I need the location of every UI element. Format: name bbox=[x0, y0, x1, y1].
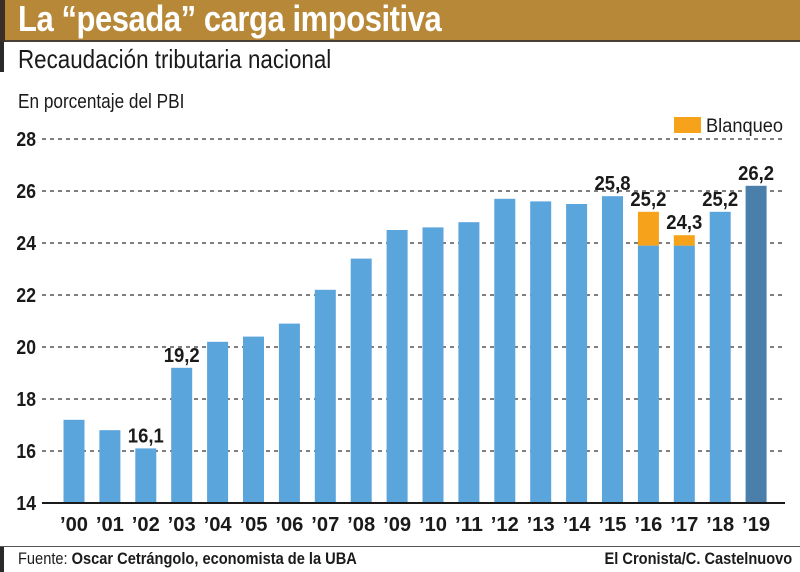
gridlines bbox=[42, 138, 785, 504]
data-label: 25,2 bbox=[630, 189, 666, 211]
x-tick-label: ’05 bbox=[240, 514, 268, 536]
x-tick-label: ’01 bbox=[96, 514, 124, 536]
y-tick-label: 18 bbox=[16, 388, 36, 410]
x-tick-label: ’07 bbox=[311, 514, 339, 536]
x-tick-label: ’04 bbox=[204, 514, 233, 536]
data-label: 25,8 bbox=[595, 173, 631, 195]
y-axis-unit-label: En porcentaje del PBI bbox=[18, 91, 185, 113]
bar-05 bbox=[243, 336, 264, 502]
data-label: 19,2 bbox=[164, 345, 200, 367]
bar-00 bbox=[63, 419, 85, 502]
bars bbox=[63, 185, 767, 503]
bar-blanqueo-17 bbox=[673, 235, 695, 246]
x-tick-label: ’13 bbox=[527, 514, 555, 536]
x-tick-label: ’08 bbox=[347, 514, 375, 536]
x-tick-label: ’15 bbox=[599, 514, 627, 536]
bar-06 bbox=[278, 323, 300, 502]
bar-17 bbox=[673, 245, 695, 502]
y-tick-label: 20 bbox=[16, 336, 36, 358]
y-tick-label: 16 bbox=[16, 440, 36, 462]
legend-swatch-blanqueo bbox=[674, 117, 701, 133]
data-labels: 16,119,225,825,224,325,226,2 bbox=[128, 163, 774, 448]
bar-08 bbox=[350, 258, 372, 502]
y-tick-label: 22 bbox=[16, 284, 36, 306]
footer-divider bbox=[0, 546, 800, 547]
x-tick-label: ’19 bbox=[742, 514, 770, 536]
y-tick-labels: 14 16 18 20 22 24 26 28 bbox=[16, 128, 36, 514]
y-tick-label: 26 bbox=[16, 180, 36, 202]
x-tick-label: ’16 bbox=[634, 514, 662, 536]
footer-credit: El Cronista/C. Castelnuovo bbox=[604, 549, 792, 568]
header-band: La “pesada” carga impositiva bbox=[0, 0, 800, 42]
footer-source: Fuente: Oscar Cetrángolo, economista de … bbox=[18, 549, 357, 569]
x-tick-label: ’11 bbox=[455, 514, 483, 536]
bar-13 bbox=[530, 201, 552, 502]
legend: Blanqueo bbox=[674, 116, 783, 137]
data-label: 16,1 bbox=[128, 425, 164, 447]
x-tick-label: ’12 bbox=[491, 514, 519, 536]
x-tick-label: ’18 bbox=[706, 514, 734, 536]
y-tick-label: 14 bbox=[16, 492, 36, 514]
y-tick-label: 24 bbox=[16, 232, 36, 254]
bar-02 bbox=[135, 448, 157, 502]
y-tick-label: 28 bbox=[16, 128, 36, 150]
footer-bar bbox=[0, 547, 4, 572]
source-value: Oscar Cetrángolo, economista de la UBA bbox=[71, 549, 357, 568]
data-label: 25,2 bbox=[702, 189, 738, 211]
bar-19 bbox=[745, 185, 767, 503]
subtitle-bar bbox=[0, 42, 4, 72]
bar-blanqueo-16 bbox=[637, 211, 659, 246]
x-tick-label: ’00 bbox=[60, 514, 88, 536]
bar-04 bbox=[207, 341, 229, 502]
chart-title: La “pesada” carga impositiva bbox=[18, 0, 442, 39]
bar-03 bbox=[171, 367, 193, 502]
legend-label-blanqueo: Blanqueo bbox=[706, 116, 783, 137]
x-tick-label: ’17 bbox=[670, 514, 698, 536]
bar-12 bbox=[494, 198, 516, 503]
source-label: Fuente: bbox=[18, 549, 68, 568]
x-tick-label: ’09 bbox=[383, 514, 411, 536]
x-tick-label: ’06 bbox=[275, 514, 303, 536]
bar-10 bbox=[422, 227, 444, 502]
chart-subtitle: Recaudación tributaria nacional bbox=[18, 44, 332, 74]
bar-14 bbox=[566, 204, 588, 502]
data-label: 26,2 bbox=[738, 163, 774, 185]
bar-07 bbox=[314, 289, 336, 502]
bar-09 bbox=[386, 230, 408, 502]
header-strip bbox=[0, 0, 5, 42]
bar-16 bbox=[637, 245, 659, 502]
bar-11 bbox=[458, 222, 480, 502]
bar-01 bbox=[99, 430, 121, 502]
x-tick-label: ’14 bbox=[563, 514, 592, 536]
x-tick-label: ’03 bbox=[168, 514, 196, 536]
data-label: 24,3 bbox=[666, 212, 702, 234]
bar-18 bbox=[709, 211, 731, 503]
x-tick-labels: ’00 ’01 ’02 ’03 ’04 ’05 ’06 ’07 ’08 ’09 ’10 ’11 ’12 ’… bbox=[60, 514, 770, 536]
x-tick-label: ’02 bbox=[132, 514, 160, 536]
x-tick-label: ’10 bbox=[419, 514, 447, 536]
bar-15 bbox=[602, 196, 623, 502]
